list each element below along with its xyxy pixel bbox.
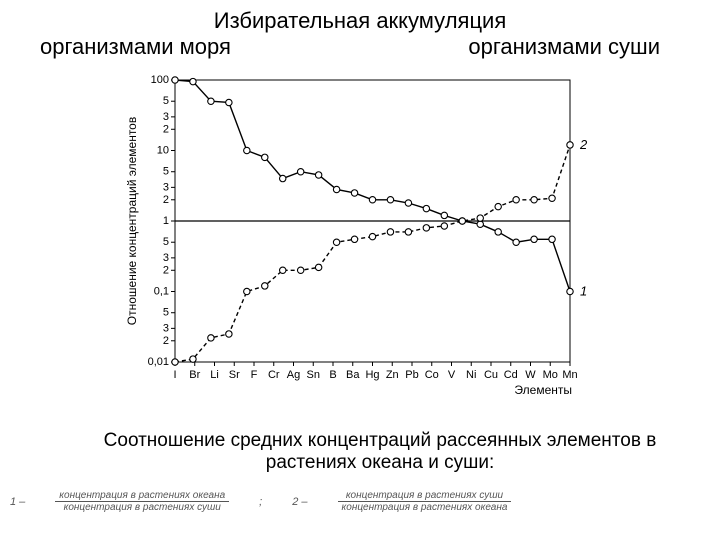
svg-text:Ag: Ag [287, 369, 300, 381]
svg-text:B: B [329, 369, 336, 381]
svg-text:Li: Li [210, 369, 219, 381]
svg-text:Sr: Sr [229, 369, 240, 381]
svg-text:5: 5 [163, 95, 169, 107]
svg-text:W: W [525, 369, 536, 381]
svg-text:1: 1 [580, 284, 587, 299]
svg-text:Sn: Sn [307, 369, 320, 381]
svg-text:2: 2 [579, 137, 588, 152]
svg-text:3: 3 [163, 111, 169, 123]
svg-text:Ba: Ba [346, 369, 360, 381]
svg-text:0,1: 0,1 [154, 286, 169, 298]
legend-1-numerator: концентрация в растениях океана [55, 490, 229, 502]
title-land: организмами суши [468, 34, 660, 60]
legend-2-numerator: концентрация в растениях суши [338, 490, 512, 502]
svg-text:5: 5 [163, 166, 169, 178]
svg-text:2: 2 [163, 123, 169, 135]
svg-text:F: F [251, 369, 258, 381]
chart-svg: 0,012350,1235123510235100IBrLiSrFCrAgSnB… [120, 70, 600, 410]
title-sea: организмами моря [40, 34, 231, 60]
svg-text:Cu: Cu [484, 369, 498, 381]
svg-text:Br: Br [189, 369, 200, 381]
svg-text:I: I [173, 369, 176, 381]
svg-text:Cd: Cd [504, 369, 518, 381]
svg-text:2: 2 [163, 264, 169, 276]
svg-text:3: 3 [163, 181, 169, 193]
legend-separator: ; [259, 496, 262, 508]
svg-text:5: 5 [163, 307, 169, 319]
svg-text:2: 2 [163, 194, 169, 206]
legend-1-prefix: 1 – [10, 496, 25, 508]
svg-text:Zn: Zn [386, 369, 399, 381]
svg-text:Отношение концентраций элемент: Отношение концентраций элементов [125, 117, 139, 325]
svg-text:2: 2 [163, 335, 169, 347]
svg-text:Pb: Pb [405, 369, 418, 381]
svg-text:1: 1 [163, 215, 169, 227]
svg-text:0,01: 0,01 [148, 356, 169, 368]
svg-text:Mo: Mo [543, 369, 558, 381]
legend-2-denominator: концентрация в растениях океана [338, 502, 512, 513]
svg-text:3: 3 [163, 252, 169, 264]
svg-text:Cr: Cr [268, 369, 280, 381]
svg-text:10: 10 [157, 145, 169, 157]
svg-text:100: 100 [151, 74, 169, 86]
svg-text:Mn: Mn [562, 369, 577, 381]
legend-1-denominator: концентрация в растениях суши [55, 502, 229, 513]
chart-container: 0,012350,1235123510235100IBrLiSrFCrAgSnB… [120, 70, 600, 410]
svg-text:Элементы: Элементы [514, 383, 572, 397]
legend-formula: 1 – концентрация в растениях океана конц… [10, 490, 511, 513]
legend-1-fraction: концентрация в растениях океана концентр… [55, 490, 229, 513]
caption: Соотношение средних концентраций рассеян… [80, 430, 680, 474]
title-line-2: организмами моря организмами суши [0, 34, 720, 60]
svg-text:Ni: Ni [466, 369, 476, 381]
legend-2-fraction: концентрация в растениях суши концентрац… [338, 490, 512, 513]
legend-2-prefix: 2 – [292, 496, 307, 508]
svg-text:V: V [448, 369, 456, 381]
svg-text:5: 5 [163, 236, 169, 248]
title-block: Избирательная аккумуляция организмами мо… [0, 8, 720, 60]
svg-text:3: 3 [163, 322, 169, 334]
svg-text:Co: Co [425, 369, 439, 381]
title-line-1: Избирательная аккумуляция [0, 8, 720, 34]
svg-text:Hg: Hg [365, 369, 379, 381]
